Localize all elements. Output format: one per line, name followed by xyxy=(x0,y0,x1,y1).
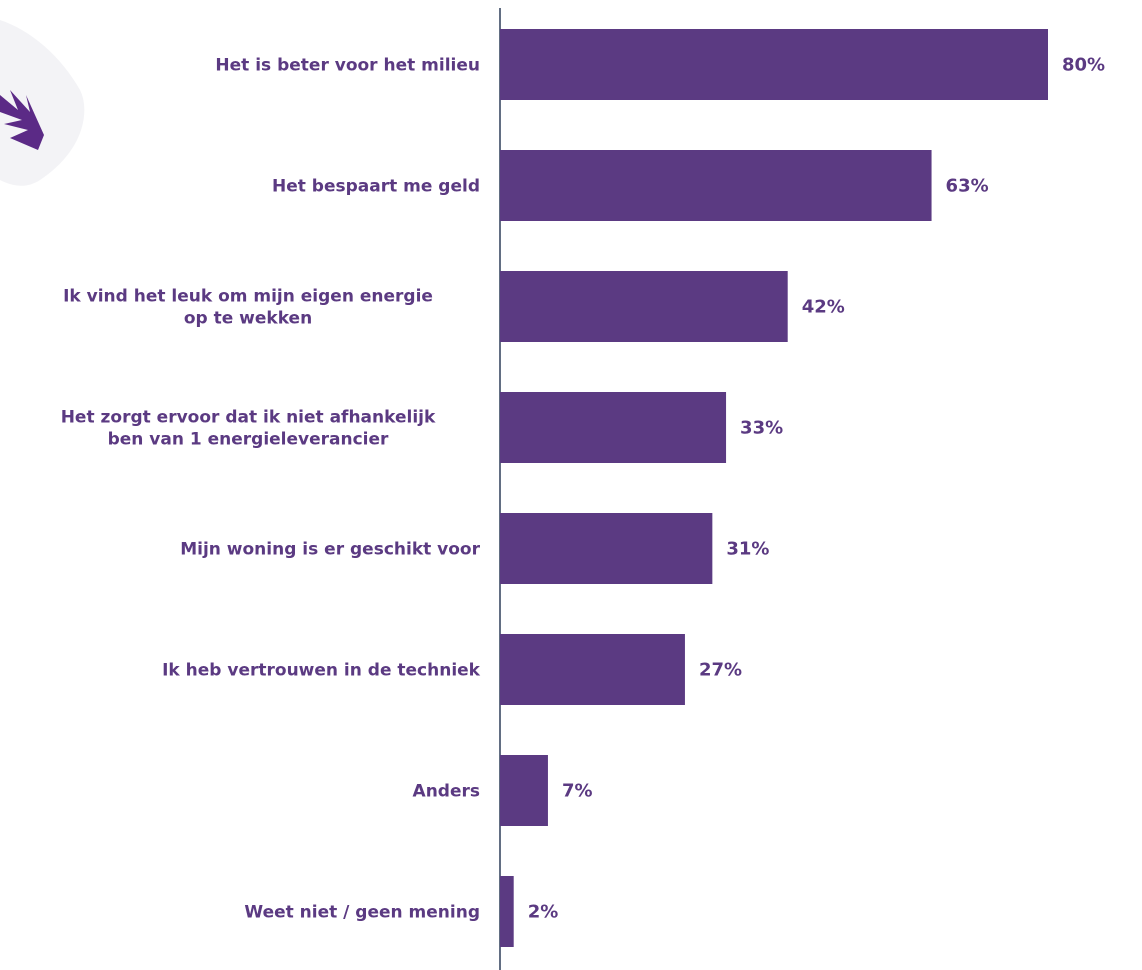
bar-5 xyxy=(500,634,685,705)
category-label-0: Het is beter voor het milieu xyxy=(215,56,480,76)
category-label-2-line-1: op te wekken xyxy=(184,309,312,329)
category-labels-group: Het is beter voor het milieu Het bespaart… xyxy=(61,56,481,923)
bar-1 xyxy=(500,150,932,221)
category-label-6: Anders xyxy=(413,782,480,802)
value-label-2: 42% xyxy=(802,297,845,318)
category-label-2-line-0: Ik vind het leuk om mijn eigen energie xyxy=(63,287,433,307)
decorative-arrow xyxy=(0,20,85,186)
category-label-5: Ik heb vertrouwen in de techniek xyxy=(162,661,481,681)
category-label-7: Weet niet / geen mening xyxy=(244,903,480,923)
value-label-4: 31% xyxy=(726,539,769,560)
value-label-5: 27% xyxy=(699,660,742,681)
value-label-1: 63% xyxy=(946,176,989,197)
bar-0 xyxy=(500,29,1048,100)
bar-2 xyxy=(500,271,788,342)
bar-6 xyxy=(500,755,548,826)
value-label-6: 7% xyxy=(562,781,593,802)
category-label-4: Mijn woning is er geschikt voor xyxy=(180,540,480,560)
value-label-0: 80% xyxy=(1062,55,1105,76)
category-label-2: Ik vind het leuk om mijn eigen energie op… xyxy=(63,287,433,329)
bar-3 xyxy=(500,392,727,463)
value-labels-group: 80% 63% 42% 33% 31% 27% 7% 2% xyxy=(528,55,1105,923)
category-label-3-line-0: Het zorgt ervoor dat ik niet afhankelijk xyxy=(61,408,436,428)
value-label-3: 33% xyxy=(740,418,783,439)
category-label-3: Het zorgt ervoor dat ik niet afhankelijk… xyxy=(61,408,436,450)
bars-group xyxy=(500,29,1048,947)
category-label-3-line-1: ben van 1 energieleverancier xyxy=(108,430,389,450)
value-label-7: 2% xyxy=(528,902,559,923)
bar-7 xyxy=(500,876,514,947)
bar-4 xyxy=(500,513,713,584)
category-label-1: Het bespaart me geld xyxy=(272,177,480,197)
